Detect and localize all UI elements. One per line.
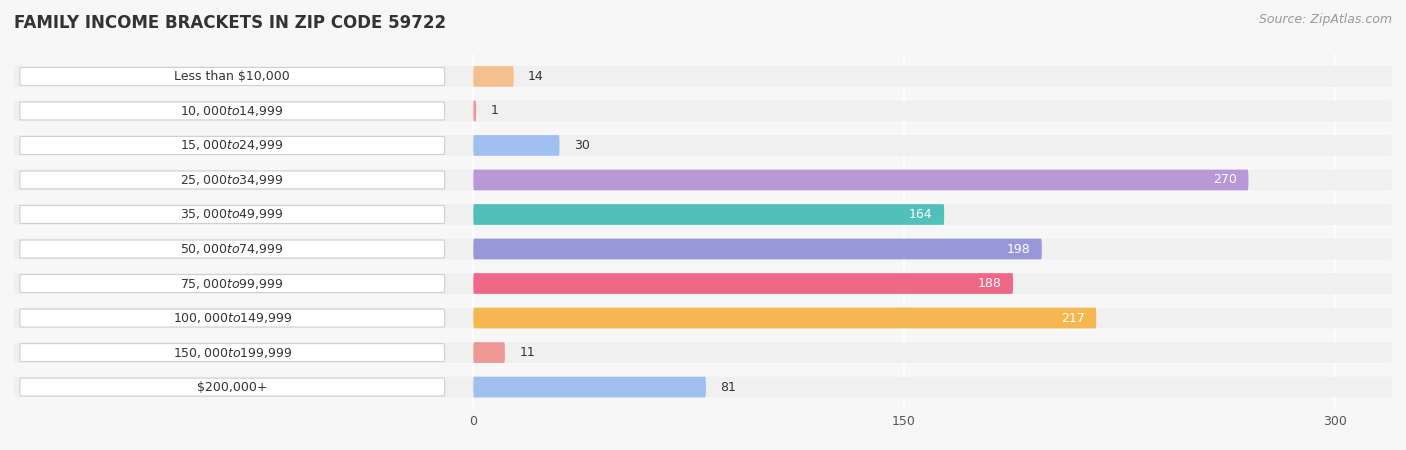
FancyBboxPatch shape [474,135,560,156]
Text: 81: 81 [720,381,737,394]
Text: 1: 1 [491,104,499,117]
FancyBboxPatch shape [14,308,1392,328]
FancyBboxPatch shape [20,206,444,224]
FancyBboxPatch shape [474,204,945,225]
FancyBboxPatch shape [14,238,1392,259]
FancyBboxPatch shape [474,342,505,363]
Text: $35,000 to $49,999: $35,000 to $49,999 [180,207,284,221]
FancyBboxPatch shape [14,204,1392,225]
Text: $15,000 to $24,999: $15,000 to $24,999 [180,139,284,153]
FancyBboxPatch shape [20,136,444,154]
FancyBboxPatch shape [474,101,477,122]
Text: 198: 198 [1007,243,1031,256]
Text: $10,000 to $14,999: $10,000 to $14,999 [180,104,284,118]
Text: $200,000+: $200,000+ [197,381,267,394]
FancyBboxPatch shape [20,309,444,327]
FancyBboxPatch shape [14,170,1392,190]
FancyBboxPatch shape [474,273,1014,294]
Text: 11: 11 [519,346,536,359]
FancyBboxPatch shape [20,378,444,396]
FancyBboxPatch shape [20,240,444,258]
Text: 217: 217 [1062,311,1085,324]
FancyBboxPatch shape [14,66,1392,87]
FancyBboxPatch shape [20,102,444,120]
Text: 30: 30 [574,139,589,152]
FancyBboxPatch shape [14,135,1392,156]
FancyBboxPatch shape [14,342,1392,363]
Text: 164: 164 [910,208,932,221]
FancyBboxPatch shape [474,66,513,87]
FancyBboxPatch shape [474,308,1097,328]
Text: $75,000 to $99,999: $75,000 to $99,999 [180,276,284,291]
FancyBboxPatch shape [474,170,1249,190]
Text: FAMILY INCOME BRACKETS IN ZIP CODE 59722: FAMILY INCOME BRACKETS IN ZIP CODE 59722 [14,14,446,32]
FancyBboxPatch shape [20,274,444,292]
Text: $150,000 to $199,999: $150,000 to $199,999 [173,346,292,360]
Text: 270: 270 [1213,174,1237,186]
Text: 188: 188 [977,277,1001,290]
FancyBboxPatch shape [20,171,444,189]
FancyBboxPatch shape [474,238,1042,259]
Text: $50,000 to $74,999: $50,000 to $74,999 [180,242,284,256]
FancyBboxPatch shape [14,101,1392,122]
FancyBboxPatch shape [474,377,706,397]
FancyBboxPatch shape [20,344,444,361]
FancyBboxPatch shape [20,68,444,86]
Text: $100,000 to $149,999: $100,000 to $149,999 [173,311,292,325]
FancyBboxPatch shape [14,273,1392,294]
Text: Less than $10,000: Less than $10,000 [174,70,290,83]
Text: 14: 14 [527,70,544,83]
Text: Source: ZipAtlas.com: Source: ZipAtlas.com [1258,14,1392,27]
Text: $25,000 to $34,999: $25,000 to $34,999 [180,173,284,187]
FancyBboxPatch shape [14,377,1392,397]
